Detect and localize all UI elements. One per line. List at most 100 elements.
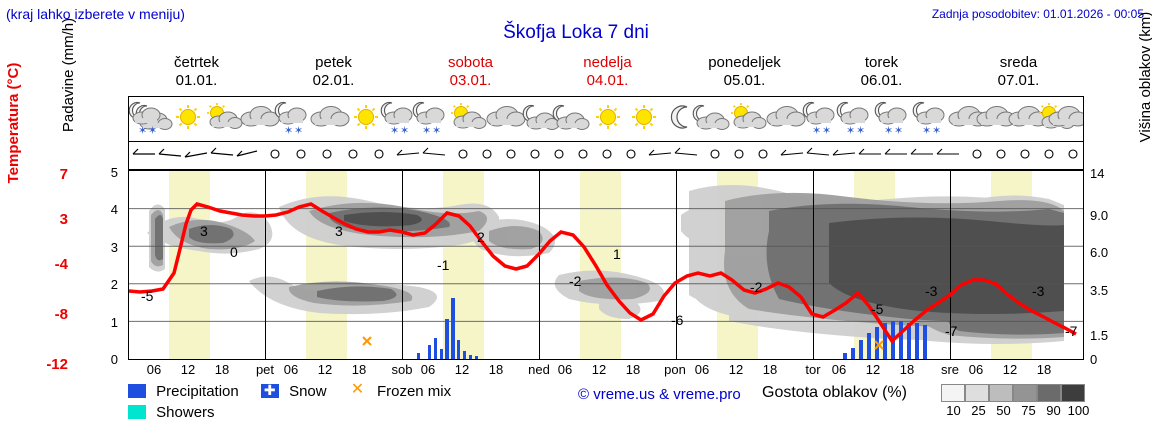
precip-tick-1: 1 bbox=[110, 315, 118, 330]
cloud-tick-3: 6.0 bbox=[1090, 245, 1109, 260]
forecast-chart: -5 3 0 3 -1 2 -2 1 -6 -2 -5 -3 -7 -3 -7 bbox=[128, 170, 1084, 360]
y-axis-temp-title: Temperatura (°C) bbox=[5, 62, 22, 184]
cloud-scale-tick-4: 90 bbox=[1046, 403, 1061, 418]
day-date: 05.01. bbox=[723, 72, 766, 89]
day-header-1: petek 02.01. bbox=[265, 54, 402, 90]
hour-tick-2: 18 bbox=[214, 362, 230, 377]
wind-barb-band bbox=[128, 142, 1084, 170]
hour-tick-4: 12 bbox=[317, 362, 333, 377]
precip-tick-0: 0 bbox=[110, 352, 118, 367]
hour-tick-6: 06 bbox=[420, 362, 436, 377]
day-boundary-0: pet bbox=[255, 362, 275, 377]
temp-tick-2: -4 bbox=[54, 256, 68, 273]
day-boundary-3: pon bbox=[664, 362, 686, 377]
cloud-scale-tick-5: 100 bbox=[1067, 403, 1090, 418]
hour-tick-15: 06 bbox=[831, 362, 847, 377]
cloud-scale-tick-0: 10 bbox=[946, 403, 961, 418]
cloud-tick-4: 9.0 bbox=[1090, 208, 1109, 223]
legend-frozen-mix-label: Frozen mix bbox=[376, 382, 452, 400]
day-date: 02.01. bbox=[312, 72, 355, 89]
day-boundary-5: sre bbox=[940, 362, 960, 377]
showers-swatch bbox=[128, 405, 146, 420]
hour-tick-18: 06 bbox=[968, 362, 984, 377]
temp-tick-0: 7 bbox=[59, 166, 68, 183]
precip-tick-2: 2 bbox=[110, 277, 118, 292]
temp-label-2: 0 bbox=[230, 244, 238, 260]
y-axis-cloud-title: Višina oblakov (km) bbox=[1137, 11, 1152, 143]
day-boundary-1: sob bbox=[391, 362, 413, 377]
cloud-scale-box-5 bbox=[1061, 384, 1085, 402]
hour-tick-16: 12 bbox=[865, 362, 881, 377]
daylight-band-3 bbox=[580, 171, 621, 359]
day-header-4: ponedeljek 05.01. bbox=[676, 54, 813, 90]
day-header-2: sobota 03.01. bbox=[402, 54, 539, 90]
hour-tick-0: 06 bbox=[146, 362, 162, 377]
precip-tick-4: 4 bbox=[110, 202, 118, 217]
day-header-6: sreda 07.01. bbox=[950, 54, 1087, 90]
y-axis-precip-title: Padavine (mm/h) bbox=[60, 17, 77, 133]
day-date: 04.01. bbox=[586, 72, 629, 89]
location-note: (kraj lahko izberete v meniju) bbox=[6, 6, 185, 22]
day-header-3: nedelja 04.01. bbox=[539, 54, 676, 90]
cloud-scale-tick-1: 25 bbox=[971, 403, 986, 418]
legend-showers-label: Showers bbox=[156, 404, 215, 422]
hour-tick-8: 18 bbox=[488, 362, 504, 377]
temp-label-1: 3 bbox=[200, 223, 208, 239]
day-name: četrtek bbox=[173, 54, 219, 71]
temp-label-13: -3 bbox=[1032, 283, 1045, 299]
temp-label-7: 1 bbox=[613, 246, 621, 262]
cloud-scale-box-4 bbox=[1037, 384, 1061, 402]
day-header-0: četrtek 01.01. bbox=[128, 54, 265, 90]
cloud-density-scale bbox=[941, 384, 1085, 407]
day-name: sobota bbox=[447, 54, 494, 71]
temp-label-14: -7 bbox=[1065, 323, 1078, 339]
day-date: 07.01. bbox=[997, 72, 1040, 89]
temp-label-5: 2 bbox=[477, 229, 485, 245]
day-name: nedelja bbox=[583, 54, 632, 71]
page-title: Škofja Loka 7 dni bbox=[503, 22, 649, 43]
legend-showers: Showers bbox=[128, 404, 215, 421]
hour-tick-10: 12 bbox=[591, 362, 607, 377]
snow-swatch: ✚ bbox=[260, 382, 279, 398]
legend-snow-label: Snow bbox=[289, 382, 327, 400]
day-name: sreda bbox=[999, 54, 1038, 71]
credit-link[interactable]: © vreme.us & vreme.pro bbox=[578, 386, 741, 403]
legend-precipitation: Precipitation bbox=[128, 383, 239, 400]
day-name: petek bbox=[315, 54, 352, 71]
chart-legend: Precipitation ✚ Snow ✕ Frozen mix Shower… bbox=[128, 381, 469, 421]
day-boundary-2: ned bbox=[528, 362, 550, 377]
legend-snow: ✚ Snow bbox=[260, 382, 327, 400]
hour-tick-20: 18 bbox=[1036, 362, 1052, 377]
day-date: 03.01. bbox=[449, 72, 492, 89]
day-date: 01.01. bbox=[175, 72, 218, 89]
day-date: 06.01. bbox=[860, 72, 903, 89]
precip-tick-5: 5 bbox=[110, 165, 118, 180]
hour-tick-11: 18 bbox=[625, 362, 641, 377]
temp-label-11: -3 bbox=[925, 283, 938, 299]
temperature-curve bbox=[129, 202, 1077, 344]
hour-tick-7: 12 bbox=[454, 362, 470, 377]
day-header-5: torek 06.01. bbox=[813, 54, 950, 90]
temp-label-3: 3 bbox=[335, 223, 343, 239]
legend-precipitation-label: Precipitation bbox=[156, 382, 239, 400]
hour-tick-1: 12 bbox=[180, 362, 196, 377]
legend-frozen-mix: ✕ Frozen mix bbox=[349, 381, 452, 400]
cloud-scale-tick-2: 50 bbox=[996, 403, 1011, 418]
temp-label-9: -2 bbox=[750, 279, 763, 295]
sky-condition-band: ✶ ✶ bbox=[128, 96, 1084, 142]
cloud-tick-5: 14 bbox=[1090, 166, 1105, 181]
day-name: torek bbox=[864, 54, 899, 71]
last-updated: Zadnja posodobitev: 01.01.2026 - 00:05 bbox=[931, 7, 1144, 21]
cloud-scale-box-1 bbox=[965, 384, 989, 402]
day-boundary-4: tor bbox=[805, 362, 821, 377]
hour-tick-19: 12 bbox=[1002, 362, 1018, 377]
cloud-scale-box-0 bbox=[941, 384, 965, 402]
cloud-scale-box-3 bbox=[1013, 384, 1037, 402]
hour-tick-3: 06 bbox=[283, 362, 299, 377]
precipitation-swatch bbox=[128, 383, 146, 398]
cloud-density-ticks: 10 25 50 75 90 100 bbox=[941, 403, 1091, 418]
hour-tick-14: 18 bbox=[762, 362, 778, 377]
hour-tick-5: 18 bbox=[351, 362, 367, 377]
hour-tick-12: 06 bbox=[694, 362, 710, 377]
temp-label-0: -5 bbox=[141, 288, 154, 304]
